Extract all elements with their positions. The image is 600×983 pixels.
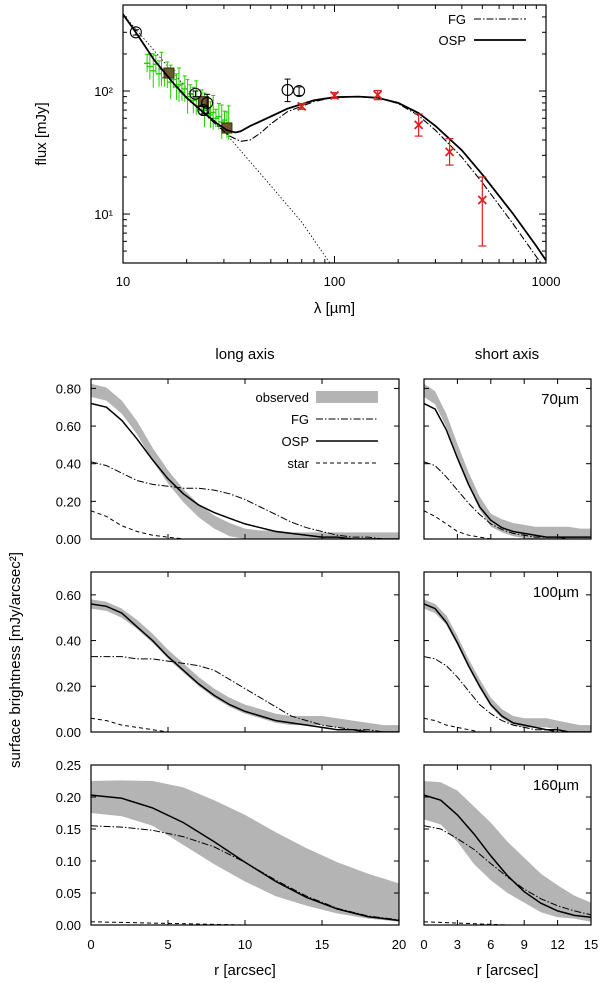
profile-x-axis-label-long: r [arcsec] bbox=[214, 962, 276, 979]
profile-x-tick-label: 10 bbox=[238, 937, 252, 952]
profile-axes-frame bbox=[423, 571, 592, 733]
sed-y-axis-label: flux [mJy] bbox=[33, 102, 50, 165]
profile-160µm-long bbox=[91, 780, 399, 925]
wavelength-label: 100µm bbox=[533, 584, 579, 601]
osp-model-line bbox=[123, 13, 546, 261]
wavelength-label: 160µm bbox=[533, 777, 579, 794]
profile-y-tick-label: 0.00 bbox=[56, 725, 81, 740]
photometry-circle bbox=[189, 87, 202, 100]
osp-profile-line bbox=[91, 794, 399, 922]
profile-x-axis-label-short: r [arcsec] bbox=[477, 962, 539, 979]
sed-legend-osp-label: OSP bbox=[439, 33, 466, 48]
profile-x-tick-label: 5 bbox=[164, 937, 171, 952]
profile-y-tick-label: 0.60 bbox=[56, 588, 81, 603]
profile-y-tick-label: 0.20 bbox=[56, 679, 81, 694]
column-title-long-axis: long axis bbox=[215, 346, 274, 363]
sed-y-tick-label: 10¹ bbox=[94, 207, 113, 222]
herschel-cross bbox=[297, 101, 307, 112]
profile-y-tick-label: 0.60 bbox=[56, 419, 81, 434]
sed-plot-area bbox=[123, 13, 546, 263]
herschel-cross bbox=[414, 120, 424, 130]
herschel-cross bbox=[444, 147, 455, 157]
fg-profile-line bbox=[424, 825, 591, 916]
profile-y-tick-label: 0.10 bbox=[56, 854, 81, 869]
profile-70µm-long bbox=[91, 383, 399, 539]
profile-x-tick-label: 9 bbox=[521, 937, 528, 952]
sed-x-tick-label: 100 bbox=[324, 274, 346, 289]
profile-x-tick-label: 15 bbox=[315, 937, 329, 952]
profiles-y-axis-label: surface brightness [mJy/arcsec²] bbox=[7, 552, 24, 768]
profile-y-tick-label: 0.40 bbox=[56, 634, 81, 649]
legend-observed-swatch bbox=[316, 391, 378, 403]
observed-band bbox=[424, 599, 591, 732]
profile-160µm-short bbox=[424, 781, 591, 925]
profile-y-tick-label: 0.20 bbox=[56, 494, 81, 509]
fg-profile-line bbox=[91, 461, 399, 539]
legend-fg-label: FG bbox=[291, 412, 309, 427]
fg-profile-line bbox=[91, 656, 399, 732]
column-title-short-axis: short axis bbox=[475, 346, 539, 363]
profile-x-tick-label: 12 bbox=[550, 937, 564, 952]
photometry-circle bbox=[201, 96, 214, 109]
legend-star-label: star bbox=[287, 456, 309, 471]
profile-70µm-short bbox=[424, 383, 591, 539]
observed-band bbox=[424, 781, 591, 922]
herschel-cross bbox=[477, 195, 487, 205]
profile-x-tick-label: 15 bbox=[584, 937, 598, 952]
star-profile-line bbox=[91, 717, 399, 732]
photometry-square bbox=[221, 122, 233, 134]
profile-x-tick-label: 3 bbox=[454, 937, 461, 952]
osp-profile-line bbox=[424, 794, 591, 919]
profile-y-tick-label: 0.80 bbox=[56, 381, 81, 396]
sed-y-tick-label: 10² bbox=[94, 84, 113, 99]
observed-band bbox=[91, 383, 399, 539]
sed-legend-fg-label: FG bbox=[448, 12, 466, 27]
profile-x-tick-label: 20 bbox=[392, 937, 406, 952]
profile-x-tick-label: 0 bbox=[87, 937, 94, 952]
sed-x-axis-label: λ [µm] bbox=[314, 300, 355, 317]
profile-y-tick-label: 0.40 bbox=[56, 457, 81, 472]
profile-y-tick-label: 0.00 bbox=[56, 918, 81, 933]
sed-x-tick-label: 1000 bbox=[532, 274, 561, 289]
herschel-cross bbox=[373, 90, 383, 100]
profile-x-tick-label: 0 bbox=[420, 937, 427, 952]
profile-y-tick-label: 0.00 bbox=[56, 532, 81, 547]
fg-profile-line bbox=[424, 461, 591, 539]
sed-axes-frame bbox=[122, 4, 547, 264]
herschel-cross bbox=[329, 90, 340, 101]
profile-y-tick-label: 0.25 bbox=[56, 758, 81, 773]
osp-profile-line bbox=[91, 603, 399, 732]
profile-100µm-short bbox=[424, 599, 591, 732]
profile-100µm-long bbox=[91, 599, 399, 732]
profile-axes-frame bbox=[423, 764, 592, 926]
photometry-circle bbox=[293, 84, 306, 98]
observed-band bbox=[91, 780, 399, 922]
profile-x-tick-label: 6 bbox=[487, 937, 494, 952]
star-profile-line bbox=[91, 921, 399, 925]
profile-y-tick-label: 0.05 bbox=[56, 886, 81, 901]
photometry-circle bbox=[129, 26, 142, 39]
osp-profile-line bbox=[91, 402, 399, 539]
osp-profile-line bbox=[424, 603, 591, 732]
photometry-circle bbox=[197, 104, 210, 117]
legend-observed-label: observed bbox=[256, 390, 309, 405]
osp-profile-line bbox=[424, 402, 591, 538]
fg-profile-line bbox=[424, 656, 591, 732]
sed-x-tick-label: 10 bbox=[116, 274, 130, 289]
star-line bbox=[123, 14, 331, 263]
star-profile-line bbox=[91, 510, 399, 539]
photometry-circle bbox=[281, 83, 294, 96]
star-profile-line bbox=[424, 717, 591, 732]
wavelength-label: 70µm bbox=[541, 391, 579, 408]
profile-y-tick-label: 0.15 bbox=[56, 822, 81, 837]
profile-axes-frame bbox=[423, 378, 592, 540]
profile-y-tick-label: 0.20 bbox=[56, 790, 81, 805]
legend-osp-label: OSP bbox=[282, 434, 309, 449]
